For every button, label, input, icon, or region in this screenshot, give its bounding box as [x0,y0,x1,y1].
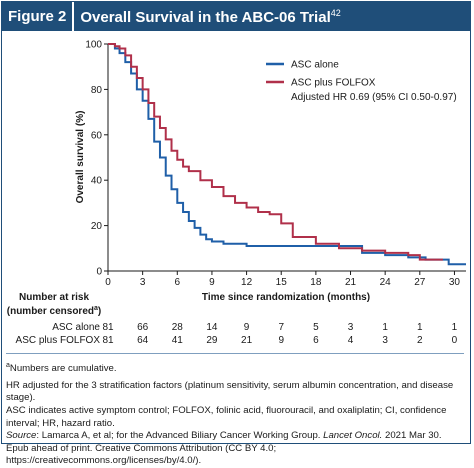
y-tick-label: 20 [91,221,103,232]
y-tick-label: 0 [96,267,102,278]
x-axis-label: Time since randomization (months) [202,292,370,303]
risk-cell: 81 [102,335,114,346]
risk-cell: 3 [382,335,388,346]
x-tick-label: 6 [175,277,181,288]
risk-cell: 7 [278,322,284,333]
series-line-asc-alone [108,43,466,266]
risk-cell: 28 [172,322,184,333]
risk-cell: 1 [382,322,388,333]
risk-cell: 5 [313,322,319,333]
risk-row-label: ASC plus FOLFOX [16,335,101,346]
risk-cell: 9 [278,335,284,346]
figure-title-ref: 42 [330,7,341,18]
risk-cell: 41 [172,335,184,346]
legend-label: ASC alone [291,60,339,71]
x-tick-label: 18 [310,277,322,288]
figure-title: Overall Survival in the ABC-06 Trial42 [74,8,340,26]
risk-table: ASC alone 81 66 28 14 9 7 5 3 1 1 1 ASC plus FOLFOX 8… [16,322,458,346]
x-tick-label: 21 [345,277,357,288]
risk-cell: 81 [102,322,114,333]
risk-subheader: (number censoreda) [7,305,102,317]
x-tick-label: 24 [380,277,392,288]
risk-header: Number at risk [19,292,89,303]
x-tick-label: 15 [276,277,288,288]
figure-frame: Figure 2 Overall Survival in the ABC-06 … [1,1,471,444]
risk-cell: 66 [137,322,149,333]
risk-cell: 4 [348,335,354,346]
risk-cell: 2 [417,335,423,346]
y-tick-label: 100 [85,40,102,51]
risk-row-label: ASC alone [52,322,100,333]
header-divider [72,2,75,31]
risk-cell: 64 [137,335,149,346]
risk-cell: 29 [206,335,218,346]
footnote-cumulative: aNumbers are cumulative. [6,360,462,376]
chart-axes: 0 20 40 60 80 100 0 3 6 9 12 15 18 21 24 27 30 [85,40,466,288]
figure-header: Figure 2 Overall Survival in the ABC-06 … [2,2,470,31]
footnote-a-text: Numbers are cumulative. [9,363,117,375]
source-journal: Lancet Oncol. [323,430,383,442]
footnote-divider [6,353,464,354]
footnotes: aNumbers are cumulative. HR adjusted for… [6,360,462,468]
x-tick-label: 12 [241,277,253,288]
risk-subheader-close: ) [98,306,101,317]
risk-subheader-sup: a [94,305,98,312]
risk-cell: 9 [244,322,250,333]
figure-label: Figure 2 [2,2,73,31]
footnote-abbrev: ASC indicates active symptom control; FO… [6,404,447,429]
hr-annotation: Adjusted HR 0.69 (95% CI 0.50-0.97) [291,92,457,103]
chart-legend: ASC alone ASC plus FOLFOX [266,60,376,89]
risk-cell: 1 [417,322,423,333]
legend-label: ASC plus FOLFOX [291,78,376,89]
figure-title-text: Overall Survival in the ABC-06 Trial [80,8,331,26]
x-tick-label: 9 [209,277,215,288]
y-axis-label: Overall survival (%) [75,111,86,204]
risk-subheader-text: (number censored [7,306,94,317]
x-tick-label: 3 [140,277,146,288]
risk-cell: 21 [241,335,253,346]
x-tick-label: 27 [414,277,426,288]
footnote-source: Source: Lamarca A, et al; for the Advanc… [6,430,462,468]
x-tick-label: 30 [449,277,461,288]
y-tick-label: 40 [91,176,103,187]
y-tick-label: 80 [91,85,103,96]
source-label: Source [6,430,37,442]
y-tick-label: 60 [91,130,103,141]
risk-cell: 0 [452,335,458,346]
risk-cell: 1 [452,322,458,333]
risk-cell: 3 [348,322,354,333]
series-layer [108,43,466,266]
x-tick-label: 0 [105,277,111,288]
series-line-asc-plus-folfox [108,43,443,261]
risk-cell: 6 [313,335,319,346]
footnote-hr: HR adjusted for the 3 stratification fac… [6,379,454,404]
source-text: : Lamarca A, et al; for the Advanced Bil… [36,430,324,442]
risk-cell: 14 [206,322,218,333]
footnote-a-marker: a [6,362,10,369]
